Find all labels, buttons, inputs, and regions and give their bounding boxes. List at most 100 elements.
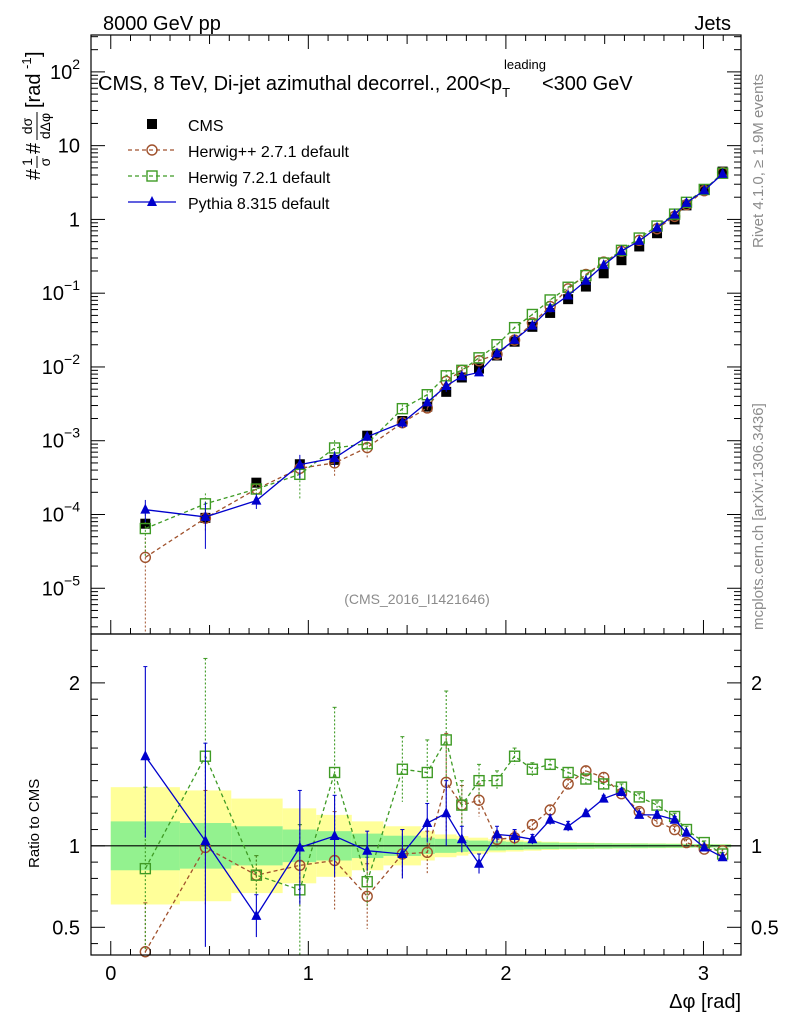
- pythia-upper-point-1: [200, 510, 211, 521]
- y-tick-label-lower-left-0.5: 0.5: [52, 917, 80, 939]
- herwig7-ratio-point-12: [508, 750, 521, 762]
- pythia-ratio-point-23: [699, 841, 710, 852]
- rivet-label: Rivet 4.1.0, ≥ 1.9M events: [750, 74, 767, 248]
- herwig7-ratio-point-5: [361, 875, 373, 888]
- plot-title: CMS, 8 TeV, Di-jet azimuthal decorrel., …: [98, 57, 633, 100]
- pythia-upper-point-21: [669, 208, 680, 219]
- herwigpp-upper-line: [144, 172, 724, 558]
- pythia-upper-point-12: [509, 333, 520, 344]
- herwigpp-ratio-point-15: [562, 778, 574, 790]
- cms-point-16: [580, 281, 591, 292]
- y-tick-label-upper-0: 1: [69, 209, 80, 231]
- herwig7-ratio-point-13: [526, 763, 539, 775]
- y-tick-label-upper--1: 10−1: [42, 277, 80, 305]
- y-tick-exponent: 2: [72, 56, 80, 72]
- pythia-upper-point-3: [294, 458, 305, 469]
- y-tick-base: 10: [42, 283, 64, 305]
- y-tick-label-lower-left-1: 1: [69, 836, 80, 858]
- pythia-upper-point-13: [527, 319, 538, 330]
- x-tick-label-3: 3: [698, 963, 709, 985]
- pythia-upper-point-17: [598, 259, 609, 270]
- herwig7-ratio-point-9: [456, 799, 468, 811]
- herwig7-ratio-point-11: [491, 774, 503, 787]
- legend-label-herwig7: Herwig 7.2.1 default: [188, 170, 331, 187]
- legend-label-herwigpp: Herwig++ 2.7.1 default: [188, 144, 350, 161]
- pythia-ratio-point-13: [527, 833, 538, 844]
- cms-point-18: [616, 255, 627, 266]
- y-title-unit: [rad: [23, 74, 45, 108]
- herwig7-ratio-point-15: [562, 766, 574, 779]
- y-tick-exponent: −4: [64, 498, 80, 514]
- pythia-upper-point-23: [699, 184, 710, 195]
- y-tick-exponent: −2: [64, 351, 80, 367]
- herwig7-ratio-point-17: [597, 778, 610, 790]
- y-tick-label-upper--5: 10−5: [42, 572, 80, 600]
- pythia-upper-point-8: [441, 379, 452, 390]
- pythia-upper-point-15: [563, 289, 574, 300]
- analysis-id: (CMS_2016_I1421646): [344, 591, 490, 607]
- pythia-ratio-point-10: [474, 857, 485, 868]
- pythia-ratio-point-5: [362, 844, 373, 855]
- cms-point-19: [634, 241, 645, 252]
- y-tick-base: 10: [42, 504, 64, 526]
- herwig7-ratio-point-2: [250, 869, 263, 881]
- legend-marker-3: [147, 196, 157, 206]
- herwigpp-ratio-point-22: [680, 836, 693, 849]
- y-tick-label-upper-1: 10: [58, 136, 80, 158]
- uncertainty-bands: [91, 787, 741, 905]
- y-title-unit-sup: -1: [19, 57, 34, 69]
- plot-title-sub: T: [502, 85, 510, 100]
- y-tick-label-upper--3: 10−3: [42, 425, 80, 453]
- legend-label-pythia: Pythia 8.315 default: [188, 196, 330, 213]
- y-tick-exponent: −5: [64, 572, 80, 588]
- legend-marker-2: [146, 170, 158, 182]
- herwigpp-ratio-point-10: [473, 794, 485, 806]
- y-title-mid: #: [23, 142, 45, 154]
- pythia-ratio-point-2: [251, 909, 262, 920]
- pythia-ratio-point-14: [545, 813, 556, 824]
- pythia-upper-point-14: [545, 302, 556, 313]
- plot-title-tail: <300 GeV: [542, 73, 633, 95]
- pythia-upper-point-2: [251, 494, 262, 505]
- pythia-upper-point-6: [397, 416, 408, 427]
- legend-label-cms: CMS: [188, 118, 224, 135]
- y-tick-base: 10: [42, 578, 64, 600]
- pythia-ratio-point-21: [669, 813, 680, 824]
- pythia-ratio-point-0: [140, 750, 151, 761]
- pythia-upper-point-19: [634, 234, 645, 245]
- y-tick-label-lower-right-2: 2: [751, 673, 762, 695]
- mcplots-label: mcplots.cern.ch [arXiv:1306.3436]: [750, 403, 767, 630]
- pythia-ratio-point-18: [616, 786, 627, 797]
- y-tick-label-lower-left-2: 2: [69, 673, 80, 695]
- pythia-ratio-point-16: [580, 807, 591, 818]
- series-layer: [139, 166, 729, 958]
- pythia-ratio-point-24: [717, 851, 728, 862]
- header-process: Jets: [694, 13, 731, 35]
- pythia-upper-point-16: [580, 274, 591, 285]
- y-tick-base: 10: [50, 62, 72, 84]
- herwig7-ratio-point-7: [421, 766, 433, 779]
- plot-title-main: CMS, 8 TeV, Di-jet azimuthal decorrel., …: [98, 73, 502, 95]
- pythia-ratio-point-9: [456, 833, 467, 844]
- pythia-ratio-point-3: [294, 841, 305, 852]
- y-tick-label-upper-2: 102: [50, 56, 80, 84]
- pythia-ratio-point-12: [509, 830, 520, 841]
- y-title-lead: #: [23, 168, 45, 180]
- herwig7-upper-point-13: [526, 308, 539, 321]
- pythia-upper-point-5: [362, 430, 373, 441]
- herwig7-ratio-point-19: [633, 791, 645, 803]
- pythia-ratio-point-8: [441, 807, 452, 818]
- cms-point-14: [545, 307, 556, 318]
- pythia-ratio-point-11: [492, 828, 503, 839]
- pythia-upper-line: [145, 173, 724, 518]
- y-tick-base: 10: [42, 357, 64, 379]
- cms-point-7: [422, 401, 433, 412]
- pythia-upper-point-24: [717, 167, 728, 178]
- x-tick-label-0: 0: [105, 963, 116, 985]
- herwig7-ratio-point-0: [139, 862, 152, 875]
- herwigpp-ratio-point-17: [597, 771, 610, 784]
- y-tick-label-upper--2: 10−2: [42, 351, 80, 379]
- pythia-upper-point-0: [140, 503, 151, 514]
